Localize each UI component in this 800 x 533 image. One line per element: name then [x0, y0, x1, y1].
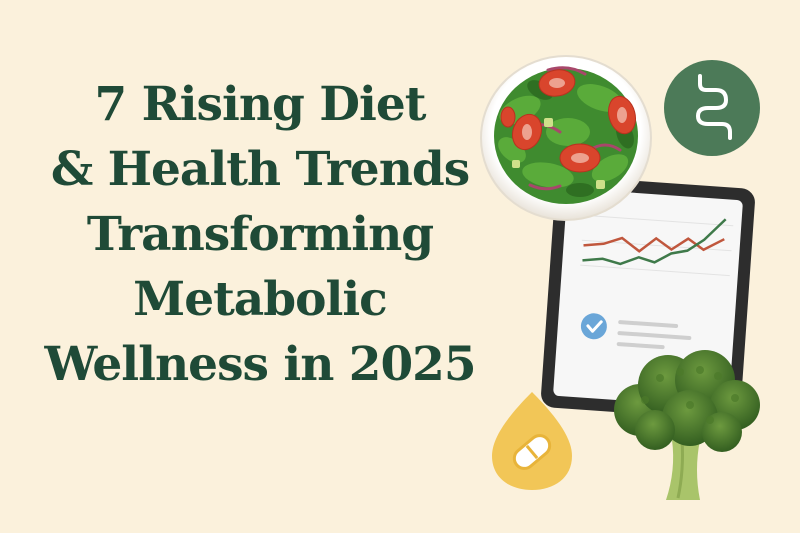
pill-badge: [492, 392, 572, 490]
headline-line-4: Metabolic: [133, 272, 388, 327]
headline-line-1: 7 Rising Diet: [94, 77, 427, 132]
broccoli: [614, 350, 760, 500]
page-headline: 7 Rising Diet & Health Trends Transformi…: [0, 72, 520, 397]
headline-line-5: Wellness in 2025: [44, 337, 476, 392]
trend-line-red: [583, 236, 725, 253]
headline-line-2: & Health Trends: [50, 142, 470, 197]
text-placeholder-line: [617, 331, 692, 340]
headline-line-3: Transforming: [86, 207, 434, 262]
gut-icon: [696, 74, 732, 140]
salad-bowl: [480, 55, 652, 221]
text-placeholder-line: [618, 320, 679, 329]
pill-icon: [512, 434, 552, 470]
tablet-chart: [580, 214, 734, 277]
checkmark-icon: [580, 313, 607, 340]
text-placeholder-line: [616, 342, 665, 350]
gut-badge: [664, 60, 760, 156]
trend-line-green: [582, 218, 727, 266]
